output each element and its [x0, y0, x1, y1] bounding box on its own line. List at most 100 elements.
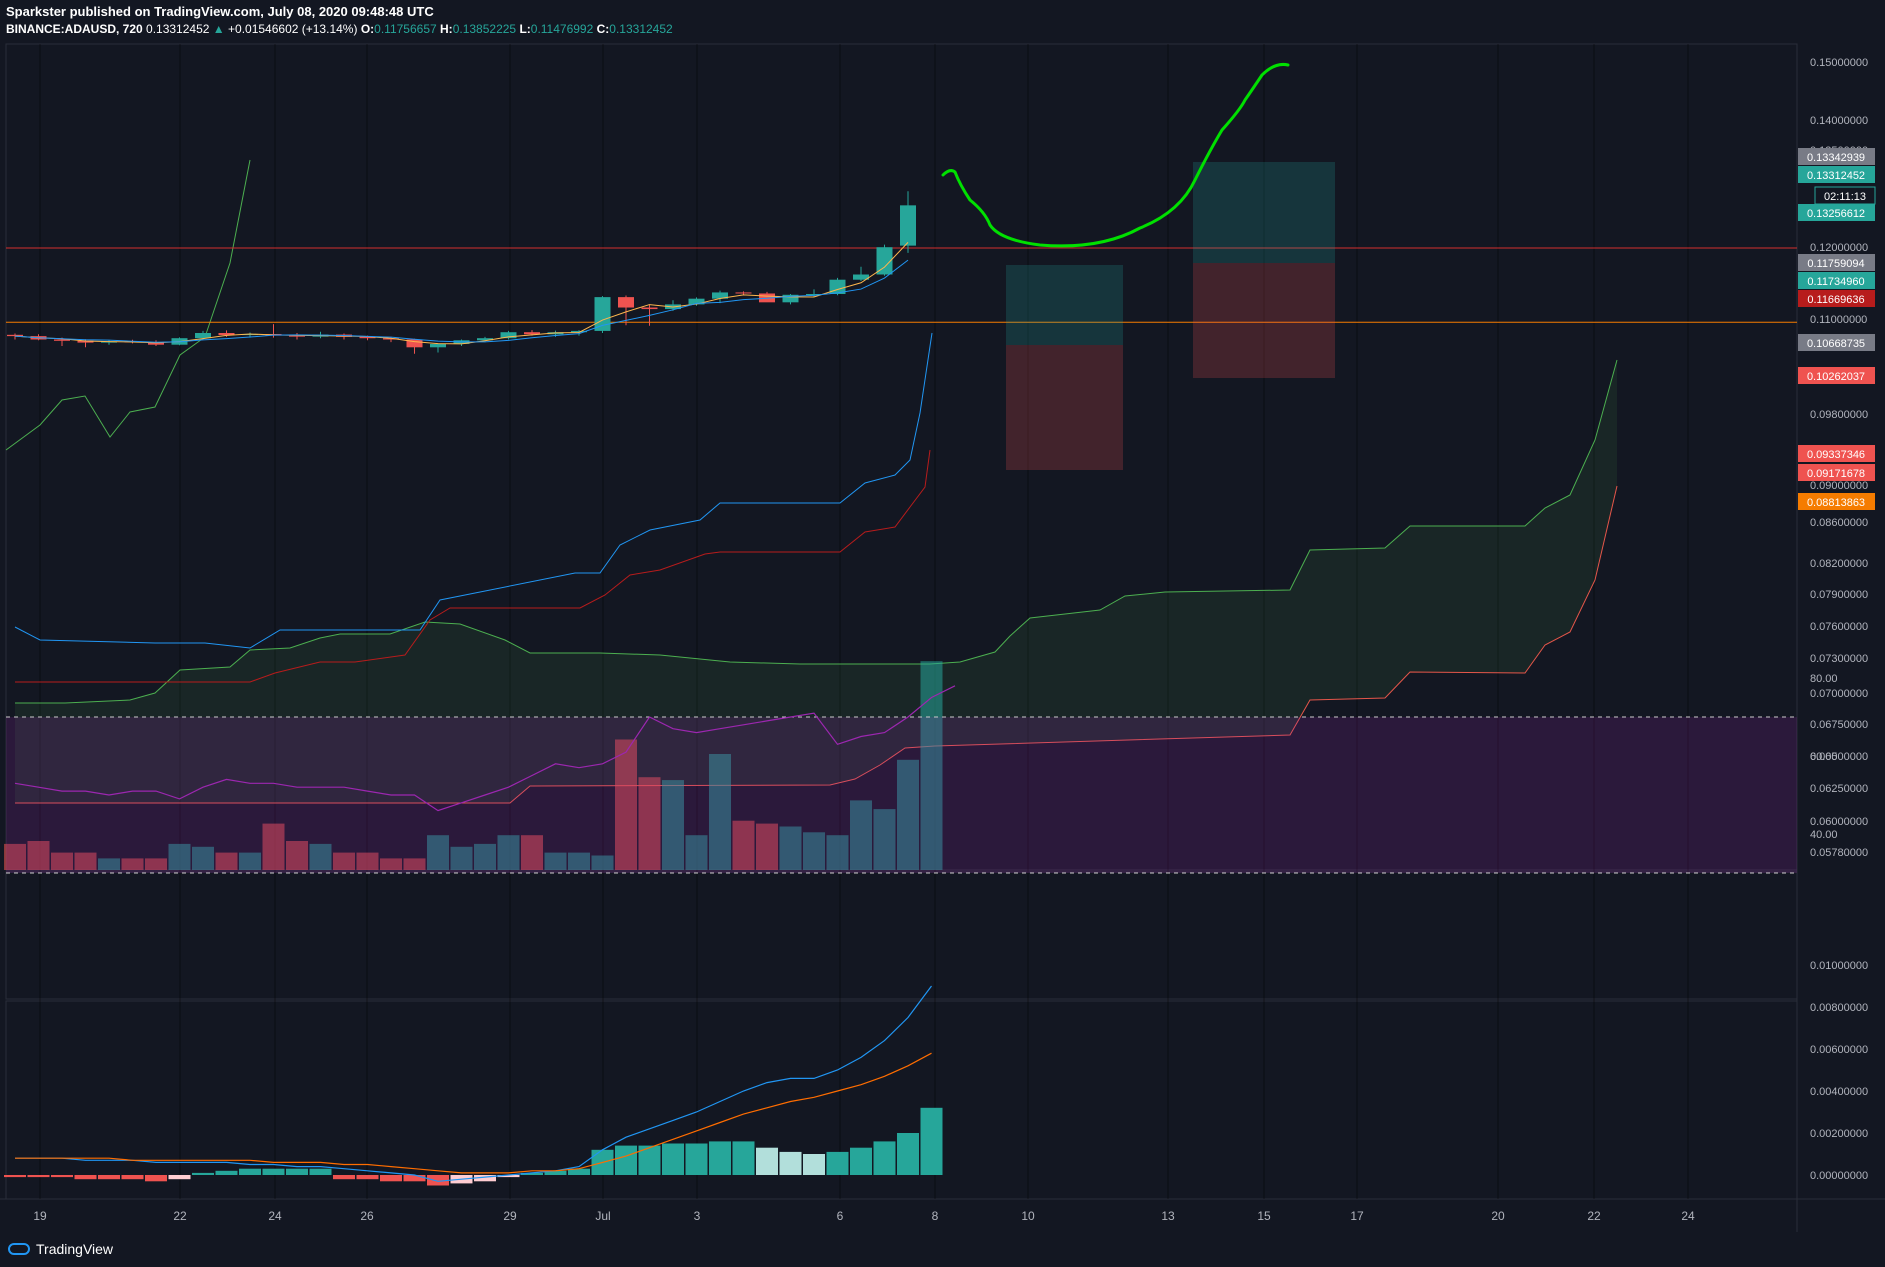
volume-bar: [497, 835, 520, 870]
macd-histogram-bar: [74, 1175, 97, 1180]
candle-body: [148, 342, 164, 345]
volume-bar: [873, 809, 896, 870]
y-tick-label: 0.07300000: [1810, 653, 1868, 665]
price-tag: [1798, 290, 1875, 307]
macd-histogram-bar: [779, 1151, 802, 1175]
price-pane: [5, 43, 1798, 871]
volume-bar: [403, 858, 426, 870]
volume-bar: [544, 852, 567, 870]
price-tag: [1798, 445, 1875, 462]
y-tick-label: 0.08600000: [1810, 517, 1868, 529]
x-tick-label: 17: [1350, 1209, 1364, 1223]
symbol-name: BINANCE:ADAUSD, 720: [6, 22, 143, 36]
close-label: C:: [596, 22, 610, 36]
volume-bar: [168, 843, 191, 870]
position-target-zone: [1006, 265, 1123, 345]
y-tick-label: 0.06000000: [1810, 816, 1868, 828]
candle-body: [524, 332, 540, 335]
hand-drawn-projection: [941, 63, 1290, 248]
macd-histogram-bar: [380, 1175, 402, 1182]
price-tag-label: 02:11:13: [1824, 191, 1866, 203]
low-label: L:: [519, 22, 531, 36]
volume-bar: [262, 823, 285, 870]
candle-body: [782, 294, 799, 303]
macd-histogram-bar: [356, 1175, 379, 1180]
rsi-tick-label: 60.00: [1810, 751, 1838, 763]
macd-histogram-bar: [662, 1143, 684, 1175]
candle-body: [195, 333, 211, 339]
x-tick-label: Jul: [595, 1209, 610, 1223]
volume-bar: [826, 835, 849, 870]
x-tick-label: 13: [1161, 1209, 1175, 1223]
price-chart[interactable]: 19 22 24 26 29 Jul 3 6 8 10 13 15 17 20 22 24 0.15000000…: [0, 0, 1885, 1232]
price-tag-label: 0.11669636: [1807, 294, 1864, 306]
macd-histogram-bar: [98, 1175, 120, 1180]
macd-histogram-bar: [920, 1107, 943, 1175]
volume-bar: [286, 841, 308, 870]
candle-body: [77, 340, 94, 343]
macd-histogram-bar: [4, 1175, 26, 1178]
position-target-zone: [1193, 162, 1335, 263]
macd-histogram-bar: [615, 1145, 637, 1175]
candle-body: [500, 332, 517, 339]
price-change: +0.01546602 (+13.14%): [228, 22, 358, 36]
macd-histogram-bar: [756, 1147, 778, 1175]
base-line: [15, 449, 931, 683]
candle-body: [477, 338, 493, 341]
conversion-line: [14, 332, 933, 649]
x-tick-label: 3: [694, 1209, 701, 1223]
volume-bar: [215, 852, 238, 870]
macd-histogram-bar: [544, 1170, 567, 1175]
macd-histogram-bar: [262, 1168, 285, 1175]
candle-body: [571, 330, 587, 333]
macd-histogram-bar: [333, 1175, 355, 1180]
brand-name: TradingView: [36, 1241, 114, 1257]
y-tick-label: 0.05780000: [1810, 847, 1868, 859]
volume-bar: [450, 846, 473, 870]
macd-histogram-bar: [709, 1141, 731, 1175]
price-tag-label: 0.09171678: [1807, 468, 1865, 480]
y-tick-label: 0.07900000: [1810, 589, 1868, 601]
y-tick-label: 0.08200000: [1810, 558, 1868, 570]
volume-bar: [638, 777, 661, 870]
price-tag-label: 0.08813863: [1807, 497, 1865, 509]
macd-histogram-bar: [145, 1175, 167, 1182]
macd-histogram-bar: [121, 1175, 144, 1180]
y-tick-label: 0.11000000: [1810, 314, 1867, 326]
macd-histogram-bar: [850, 1147, 872, 1175]
volume-bar: [121, 858, 144, 870]
macd-histogram-bar: [897, 1133, 919, 1175]
volume-bar: [685, 835, 708, 870]
candle-body: [406, 339, 423, 348]
volume-bar: [709, 754, 731, 870]
publisher-line: Sparkster published on TradingView.com, …: [6, 4, 434, 19]
volume-bar: [380, 858, 402, 870]
volume-bar: [427, 835, 449, 870]
tradingview-logo[interactable]: TradingView: [8, 1241, 113, 1257]
volume-bar: [145, 858, 167, 870]
x-tick-label: 24: [268, 1209, 282, 1223]
x-tick-label: 22: [173, 1209, 187, 1223]
chart-header: Sparkster published on TradingView.com, …: [0, 0, 1885, 40]
candle-body: [618, 297, 634, 308]
volume-bar: [74, 852, 97, 870]
position-stop-zone: [1006, 345, 1123, 470]
volume-bar: [356, 852, 379, 870]
candle-body: [54, 339, 70, 341]
volume-bar: [591, 855, 614, 870]
macd-histogram-bar: [638, 1145, 661, 1175]
x-tick-label: 8: [932, 1209, 939, 1223]
price-tag: [1798, 204, 1875, 221]
y-tick-label: 0.06500000: [1810, 751, 1868, 763]
close-value: 0.13312452: [609, 22, 673, 36]
open-label: O:: [360, 22, 375, 36]
volume-bar: [51, 852, 73, 870]
macd-histogram-bar: [239, 1168, 261, 1175]
volume-bar: [615, 739, 637, 870]
price-tag-label: 0.13342939: [1807, 152, 1865, 164]
price-tag: [1798, 464, 1875, 481]
x-tick-label: 26: [360, 1209, 374, 1223]
price-tag-label: 0.11734960: [1807, 276, 1864, 288]
low-value: 0.11476992: [530, 22, 594, 36]
candle-body: [383, 338, 399, 340]
